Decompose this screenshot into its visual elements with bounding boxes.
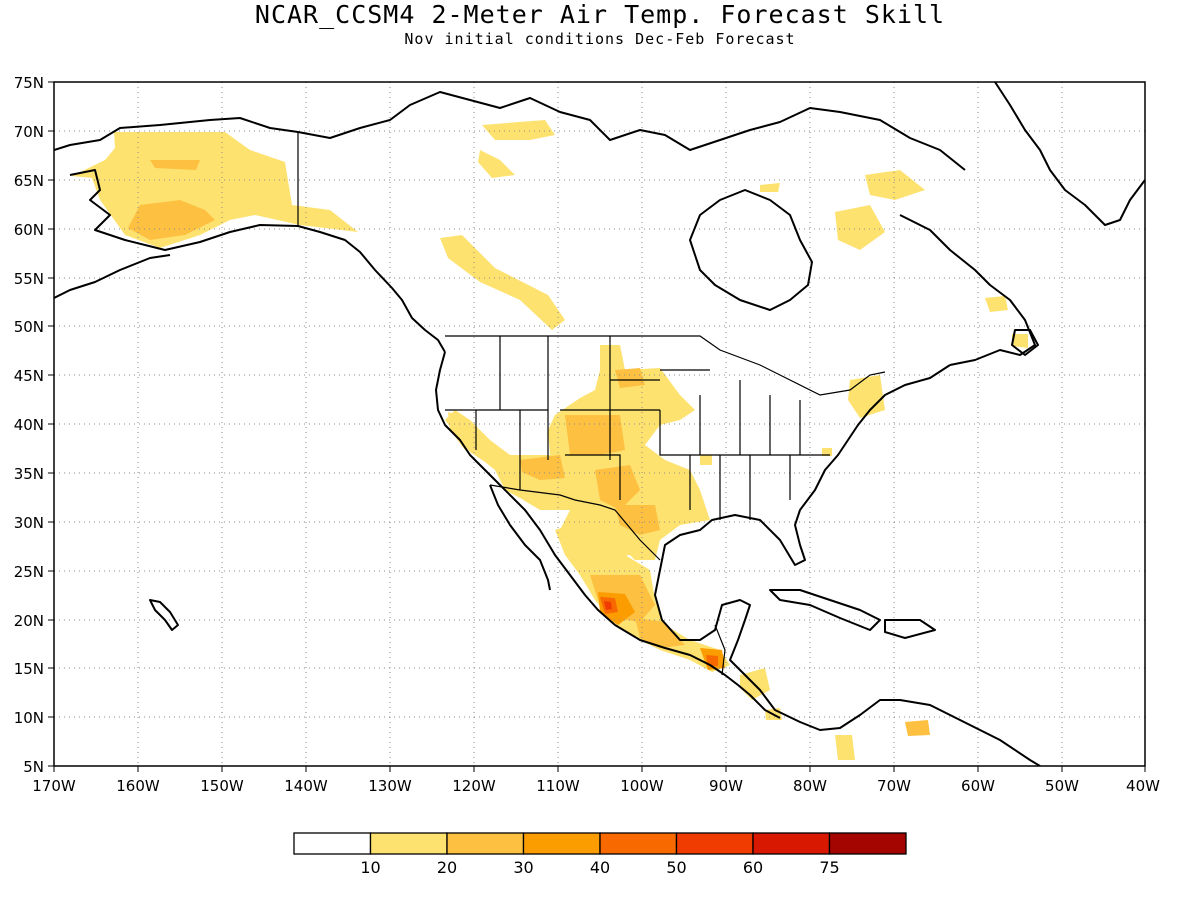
coast-labrador xyxy=(899,214,1036,366)
chart-title: NCAR_CCSM4 2-Meter Air Temp. Forecast Sk… xyxy=(254,0,946,29)
lon-label: 80W xyxy=(793,777,827,795)
lon-label: 70W xyxy=(877,777,911,795)
lat-label: 65N xyxy=(14,172,44,190)
coast-canada-arctic xyxy=(297,91,966,171)
coast-hawaii xyxy=(149,599,179,631)
legend-label: 20 xyxy=(437,858,457,877)
shade-dakota xyxy=(615,368,645,388)
legend-swatch xyxy=(446,832,525,855)
lon-label: 100W xyxy=(620,777,664,795)
legend-label: 60 xyxy=(743,858,763,877)
lat-ticks xyxy=(48,81,54,767)
lat-label: 50N xyxy=(14,318,44,336)
lat-label: 70N xyxy=(14,123,44,141)
legend-label: 50 xyxy=(666,858,686,877)
lat-label: 60N xyxy=(14,221,44,239)
skill-shading xyxy=(72,120,1028,760)
legend-swatch xyxy=(369,832,448,855)
legend-swatch xyxy=(293,832,372,855)
shade-newfoundland xyxy=(1012,334,1028,348)
lat-label: 75N xyxy=(14,74,44,92)
coast-baja xyxy=(489,484,551,591)
lon-label: 110W xyxy=(536,777,580,795)
legend-label: 30 xyxy=(513,858,533,877)
lon-label: 160W xyxy=(116,777,160,795)
shade-texas-south xyxy=(615,505,660,535)
legend-label: 10 xyxy=(360,858,380,877)
shade-canada-mid xyxy=(478,150,515,178)
coast-newfoundland xyxy=(1011,329,1039,356)
coast-canada-pacific xyxy=(297,225,446,353)
coast-hudson-bay xyxy=(689,189,813,311)
shade-colombia xyxy=(835,735,855,760)
shade-texas xyxy=(595,465,640,510)
shade-canada-north xyxy=(482,120,555,140)
coast-cuba xyxy=(769,589,881,631)
lat-label: 20N xyxy=(14,612,44,630)
lat-label: 15N xyxy=(14,660,44,678)
shade-quebec xyxy=(835,205,885,250)
border-us-canada xyxy=(445,335,886,396)
lat-label: 45N xyxy=(14,367,44,385)
lat-label: 40N xyxy=(14,416,44,434)
lon-label: 60W xyxy=(961,777,995,795)
shade-colorado xyxy=(565,415,625,455)
legend-swatch xyxy=(752,832,831,855)
lon-label: 130W xyxy=(368,777,412,795)
political-borders xyxy=(297,132,886,676)
lat-label: 10N xyxy=(14,709,44,727)
coast-hispaniola xyxy=(884,619,936,639)
coast-aleutians xyxy=(54,254,171,299)
shade-southwest xyxy=(520,455,565,480)
legend-swatch xyxy=(522,832,601,855)
lon-label: 40W xyxy=(1126,777,1160,795)
graticule xyxy=(54,82,1145,766)
shade-northeast xyxy=(848,375,885,418)
legend-swatch xyxy=(675,832,754,855)
lat-labels: 75N 70N 65N 60N 55N 50N 45N 40N 35N 30N … xyxy=(14,74,44,776)
states-grid xyxy=(445,336,830,520)
shade-alaska-core xyxy=(128,200,215,240)
coast-greenland xyxy=(994,82,1145,226)
legend-swatch xyxy=(599,832,678,855)
shade-alaska-west xyxy=(150,160,200,170)
lon-label: 170W xyxy=(32,777,76,795)
shade-labrador xyxy=(985,296,1008,312)
shade-california xyxy=(448,412,480,450)
lon-label: 150W xyxy=(200,777,244,795)
lat-label: 25N xyxy=(14,563,44,581)
lon-label: 120W xyxy=(452,777,496,795)
lat-label: 55N xyxy=(14,270,44,288)
coast-alaska-north xyxy=(54,117,299,151)
chart-subtitle: Nov initial conditions Dec-Feb Forecast xyxy=(404,30,796,48)
coast-alaska-west xyxy=(69,169,299,251)
border-guatemala xyxy=(714,624,726,676)
lat-label: 5N xyxy=(23,758,44,776)
lon-label: 140W xyxy=(284,777,328,795)
shade-mexico-red2 xyxy=(604,601,612,610)
lon-label: 90W xyxy=(709,777,743,795)
shade-venezuela xyxy=(905,720,930,736)
shade-mexico-south xyxy=(635,618,685,648)
shade-carolina-spot xyxy=(822,448,832,456)
shade-guatemala-core xyxy=(706,655,718,666)
lon-ticks xyxy=(53,766,1146,772)
border-us-mexico xyxy=(489,484,661,561)
legend-label: 40 xyxy=(590,858,610,877)
shade-baffin xyxy=(865,170,925,200)
shade-bc-plume xyxy=(440,235,565,330)
coast-us-east xyxy=(654,364,1041,766)
lon-labels: 170W 160W 150W 140W 130W 120W 110W 100W … xyxy=(32,777,1160,795)
legend-swatch xyxy=(828,832,907,855)
lat-label: 35N xyxy=(14,465,44,483)
color-legend: 10 20 30 40 50 60 75 xyxy=(293,832,907,877)
lat-label: 30N xyxy=(14,514,44,532)
shade-southeast-spot xyxy=(700,455,712,465)
shade-hudson-ne xyxy=(760,183,780,192)
legend-label: 75 xyxy=(819,858,839,877)
lon-label: 50W xyxy=(1045,777,1079,795)
